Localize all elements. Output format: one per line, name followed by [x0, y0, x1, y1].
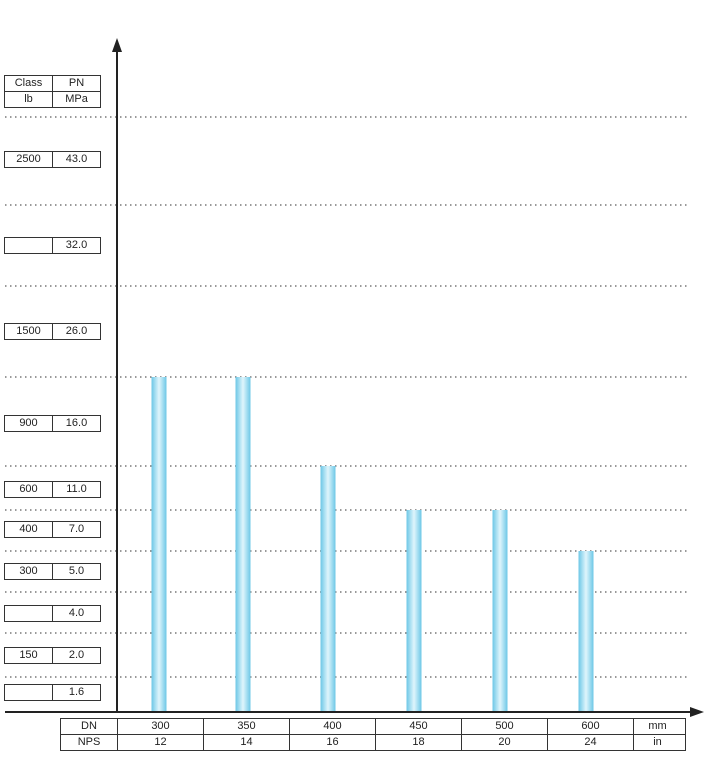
pn-cell: 1.6	[52, 684, 101, 701]
bar-400	[320, 466, 336, 711]
bar-350	[235, 377, 251, 711]
y-axis-arrow-icon	[112, 38, 122, 52]
pn-cell: 4.0	[52, 605, 101, 622]
dn-header: DN	[60, 718, 118, 735]
pn-cell: 26.0	[52, 323, 101, 340]
dn-cell: 300	[117, 718, 204, 735]
class-header: Class	[4, 75, 53, 92]
class-cell	[4, 684, 53, 701]
pn-cell: 7.0	[52, 521, 101, 538]
nps-cell: 14	[203, 734, 290, 751]
class-unit: lb	[4, 91, 53, 108]
pn-cell: 16.0	[52, 415, 101, 432]
class-cell: 2500	[4, 151, 53, 168]
bar-600	[578, 551, 594, 711]
dn-cell: 600	[547, 718, 634, 735]
dn-cell: 450	[375, 718, 462, 735]
class-cell: 900	[4, 415, 53, 432]
class-cell: 400	[4, 521, 53, 538]
pn-cell: 2.0	[52, 647, 101, 664]
nps-cell: 24	[547, 734, 634, 751]
dn-cell: 400	[289, 718, 376, 735]
class-cell: 600	[4, 481, 53, 498]
class-cell: 150	[4, 647, 53, 664]
nps-cell: 16	[289, 734, 376, 751]
pn-header: PN	[52, 75, 101, 92]
pn-unit: MPa	[52, 91, 101, 108]
pn-cell: 32.0	[52, 237, 101, 254]
bar-300	[151, 377, 167, 711]
nps-unit: in	[629, 734, 686, 751]
x-axis-arrow-icon	[690, 707, 704, 717]
class-cell	[4, 237, 53, 254]
pn-cell: 11.0	[52, 481, 101, 498]
gridlines	[5, 116, 688, 678]
dn-unit: mm	[629, 718, 686, 735]
bars	[151, 377, 594, 711]
pn-cell: 5.0	[52, 563, 101, 580]
bar-450	[406, 510, 422, 711]
nps-cell: 18	[375, 734, 462, 751]
class-cell: 300	[4, 563, 53, 580]
nps-header: NPS	[60, 734, 118, 751]
nps-cell: 20	[461, 734, 548, 751]
bar-500	[492, 510, 508, 711]
pn-cell: 43.0	[52, 151, 101, 168]
nps-cell: 12	[117, 734, 204, 751]
class-cell	[4, 605, 53, 622]
class-cell: 1500	[4, 323, 53, 340]
dn-cell: 500	[461, 718, 548, 735]
dn-cell: 350	[203, 718, 290, 735]
